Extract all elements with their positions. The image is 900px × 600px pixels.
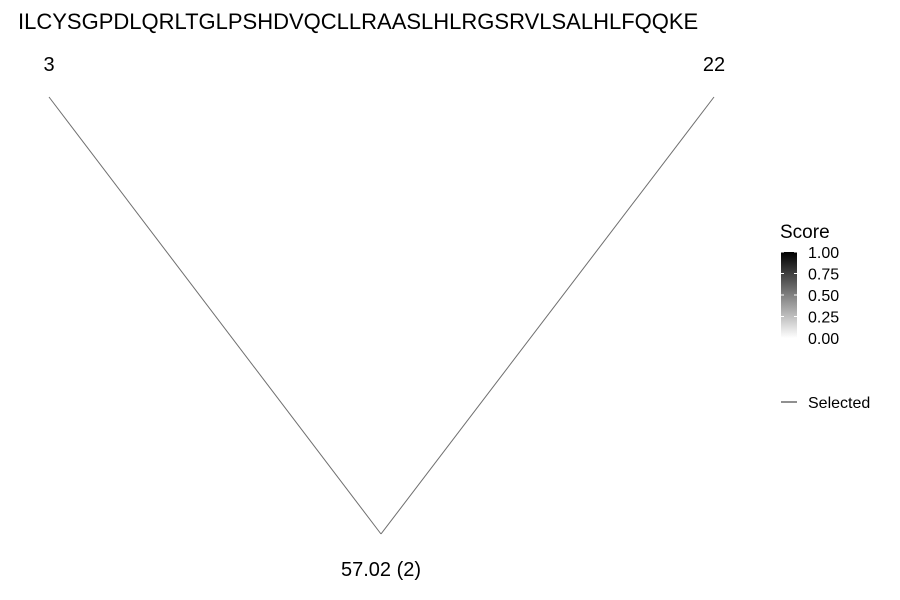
edge-root-to-left <box>48 96 382 535</box>
sequence-title: ILCYSGPDLQRLTGLPSHDVQCLLRAASLHLRGSRVLSAL… <box>18 9 698 34</box>
colorbar-tick-label: 1.00 <box>808 245 839 262</box>
edge-root-to-right <box>380 96 715 535</box>
colorbar-tick-label: 0.25 <box>808 310 839 327</box>
root-node-label: 57.02 (2) <box>341 559 421 581</box>
selected-legend-label: Selected <box>808 395 870 412</box>
legend: Score 1.00 0.75 0.50 0.25 0.00 Selected <box>780 222 870 412</box>
colorbar-tick-label: 0.75 <box>808 267 839 284</box>
left-leaf-label: 3 <box>43 54 54 76</box>
legend-title: Score <box>780 222 830 243</box>
colorbar-tick-label: 0.00 <box>808 331 839 348</box>
colorbar-ticks <box>781 251 797 339</box>
colorbar-tick-label: 0.50 <box>808 288 839 305</box>
right-leaf-label: 22 <box>703 54 725 76</box>
tree-edges <box>48 96 715 535</box>
score-colorbar <box>781 252 797 338</box>
